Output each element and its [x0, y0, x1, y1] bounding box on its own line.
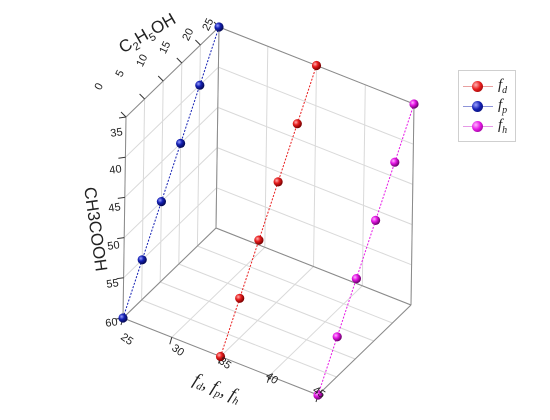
box-edge: [215, 227, 412, 306]
data-point: [214, 22, 224, 32]
data-point: [351, 274, 361, 284]
box-edge: [122, 227, 217, 319]
legend-label: fh: [498, 117, 508, 136]
data-point: [235, 293, 245, 303]
grid-line: [217, 147, 413, 226]
y-tick-label: 60: [105, 316, 119, 330]
data-point: [195, 80, 205, 90]
x-tick-label: 30: [169, 342, 186, 359]
data-point: [390, 157, 400, 167]
data-point: [313, 390, 323, 400]
z-tick-label: 10: [134, 53, 150, 69]
legend-marker-blue: [472, 101, 483, 112]
data-point: [332, 332, 342, 342]
z-tick-label: 20: [180, 27, 196, 43]
x-tick-label: 35: [216, 355, 233, 372]
grid-line: [268, 285, 363, 377]
y-tick: [116, 277, 124, 280]
y-tick: [117, 237, 125, 240]
series-fh: [313, 99, 419, 400]
x-tick-label: 25: [118, 331, 135, 348]
legend-marker-red: [472, 81, 483, 92]
data-point: [118, 313, 128, 323]
legend-item-fh: fh: [463, 117, 515, 137]
data-point: [292, 119, 302, 129]
legend: fd fp fh: [458, 70, 516, 142]
grid-line: [217, 106, 413, 185]
grid-line: [141, 299, 337, 378]
grid-line: [123, 147, 218, 238]
grid-line: [216, 187, 412, 266]
grid-line: [361, 84, 366, 286]
x-tick-label: 40: [263, 370, 280, 387]
z-axis-title: C2H5OH: [116, 9, 181, 59]
y-tick-label: 45: [108, 201, 122, 215]
z-tick-label: 15: [157, 40, 173, 56]
z-tick: [139, 93, 145, 100]
grid-line: [159, 80, 164, 283]
legend-item-fp: fp: [463, 97, 515, 117]
data-point: [254, 235, 264, 245]
grid-line: [160, 281, 356, 360]
series-fd: [215, 60, 322, 362]
y-tick: [118, 156, 126, 159]
z-tick-label: 0: [93, 81, 106, 92]
grid-line: [125, 66, 219, 158]
grid-line: [178, 263, 374, 342]
box-edge: [317, 304, 412, 396]
grid-line: [218, 66, 414, 145]
x-tick: [266, 375, 270, 383]
data-point: [156, 197, 166, 207]
y-tick: [117, 196, 125, 199]
grid-line: [196, 44, 201, 247]
legend-label: fp: [498, 97, 508, 116]
z-tick: [120, 111, 127, 118]
y-tick-label: 40: [109, 163, 123, 177]
series-fp: [118, 22, 224, 323]
x-tick-label: 45: [310, 384, 327, 401]
box-edge: [122, 116, 127, 319]
z-tick: [195, 39, 201, 46]
y-axis-title: CH3COOH: [80, 186, 111, 273]
legend-item-fd: fd: [463, 77, 515, 97]
y-axis: 35 40 45 50 55 60 CH3COOH: [80, 126, 123, 330]
y-tick-label: 55: [106, 277, 120, 291]
z-tick: [157, 75, 164, 82]
data-point: [273, 177, 283, 187]
data-point: [311, 60, 322, 71]
grid-line: [124, 107, 219, 198]
legend-marker-magenta: [472, 121, 483, 132]
grid-line: [171, 246, 266, 338]
grid: [122, 26, 415, 396]
y-tick: [118, 116, 127, 119]
grid-line: [264, 46, 269, 248]
data-point: [215, 351, 226, 362]
x-axis-title: fd, fp, fh: [190, 369, 245, 408]
z-tick-label: 25: [200, 17, 216, 33]
box-edge: [410, 103, 415, 306]
grid-line: [220, 266, 314, 357]
grid-line: [141, 98, 146, 301]
grid-line: [178, 62, 183, 265]
z-tick: [176, 57, 183, 64]
x-axis: 25 30 35 40 45 fd, fp, fh: [118, 331, 327, 408]
z-tick-label: 5: [114, 68, 127, 79]
box-edge: [215, 26, 220, 229]
data-point: [371, 215, 381, 225]
data-point: [137, 255, 147, 265]
data-point: [176, 138, 186, 148]
box-edge: [125, 26, 220, 118]
x-tick: [169, 337, 173, 345]
grid-line: [123, 187, 217, 279]
series-line: [317, 103, 415, 396]
grid-line: [197, 245, 393, 324]
data-point: [409, 99, 419, 109]
y-tick-label: 50: [107, 239, 121, 253]
z-axis: 0 5 10 15 20 25 C2H5OH: [93, 9, 217, 92]
grid-line: [313, 65, 317, 267]
legend-label: fd: [498, 77, 508, 96]
series-group: [118, 22, 419, 400]
y-tick-label: 35: [110, 126, 124, 140]
